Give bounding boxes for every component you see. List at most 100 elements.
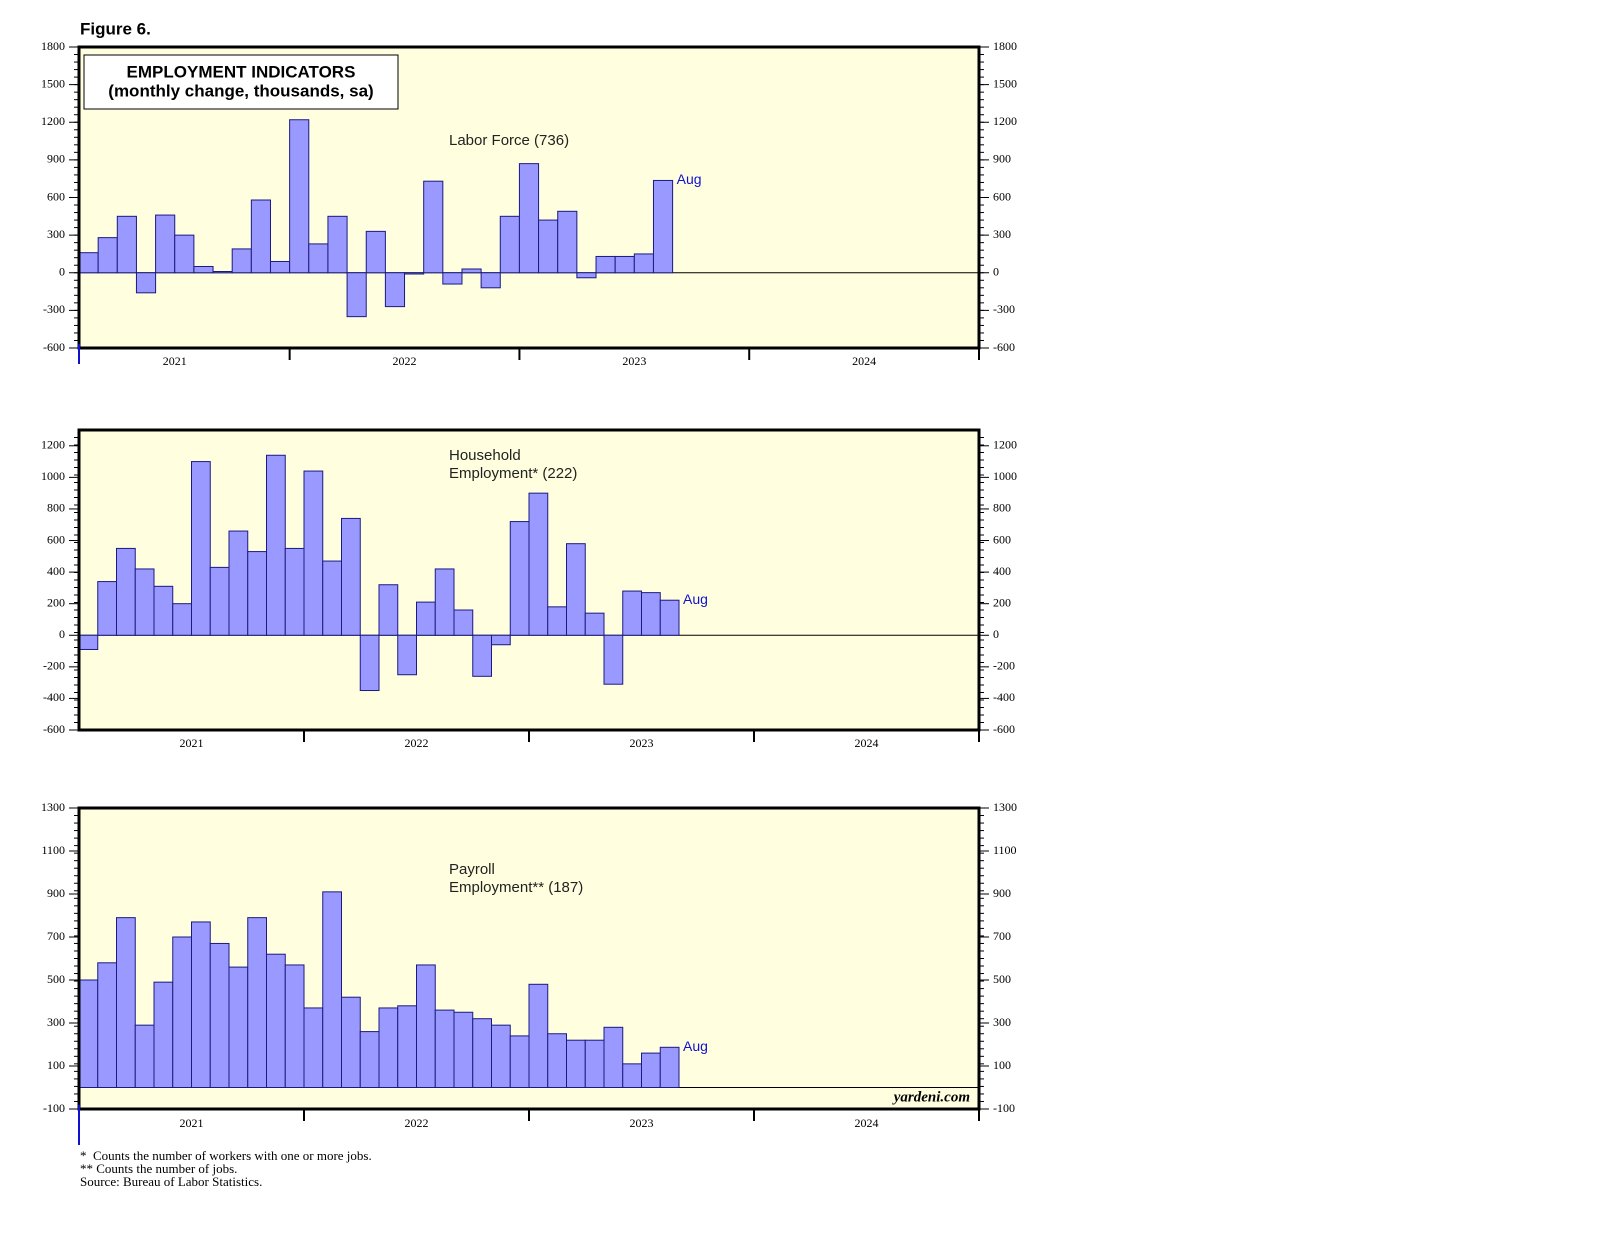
x-tick-label: 2021	[163, 354, 187, 368]
bar	[442, 272, 463, 285]
bar	[135, 272, 157, 294]
bar	[603, 1026, 624, 1089]
bar	[397, 1005, 417, 1088]
bar	[641, 1052, 661, 1088]
bar	[322, 560, 342, 636]
y-tick-label: 1200	[993, 114, 1017, 128]
bar	[172, 936, 192, 1088]
y-tick-label: 900	[47, 886, 65, 900]
y-tick-label: -600	[43, 722, 65, 736]
x-tick-label: 2022	[405, 1116, 429, 1130]
y-tick-label: 900	[47, 152, 65, 166]
bar	[378, 584, 399, 636]
bar	[509, 521, 530, 636]
plot-frame	[77, 806, 981, 1111]
y-tick-label: 600	[993, 189, 1011, 203]
bar	[480, 272, 501, 289]
footnote: Source: Bureau of Labor Statistics.	[80, 1174, 262, 1189]
bar	[472, 1018, 492, 1089]
y-tick-label: 100	[47, 1058, 65, 1072]
bar	[359, 1031, 380, 1088]
bar	[341, 996, 361, 1089]
bar	[595, 255, 616, 274]
bar	[266, 953, 286, 1089]
y-tick-label: -300	[43, 302, 65, 316]
bar	[434, 1009, 455, 1088]
y-tick-label: 900	[993, 152, 1011, 166]
bar	[78, 252, 99, 274]
bar	[250, 199, 271, 274]
y-tick-label: -100	[993, 1101, 1015, 1115]
bar	[566, 1039, 586, 1088]
y-tick-label: 600	[47, 189, 65, 203]
bar	[659, 1046, 680, 1089]
bar	[209, 942, 230, 1089]
y-tick-label: 0	[59, 627, 65, 641]
bar	[633, 253, 654, 274]
y-tick-label: 300	[993, 227, 1011, 241]
bar	[212, 270, 233, 274]
bar	[384, 272, 406, 308]
x-tick-label: 2023	[630, 1116, 654, 1130]
y-tick-label: 0	[993, 627, 999, 641]
bar	[557, 210, 578, 274]
x-tick-label: 2024	[852, 354, 876, 368]
bar	[228, 966, 249, 1088]
y-tick-label: -600	[993, 722, 1015, 736]
series-label: Employment** (187)	[449, 879, 583, 896]
y-tick-label: -600	[993, 340, 1015, 354]
bar	[641, 592, 661, 636]
bar	[303, 470, 324, 636]
series-label: Labor Force (736)	[449, 132, 569, 149]
bar	[547, 606, 567, 636]
y-tick-label: -400	[993, 690, 1015, 704]
bar	[416, 964, 436, 1089]
series-label: Household	[449, 447, 521, 464]
bar	[247, 551, 267, 636]
bar	[472, 634, 492, 677]
y-tick-label: 1200	[41, 114, 65, 128]
bar	[566, 543, 586, 636]
bar	[153, 981, 174, 1089]
chart-title: EMPLOYMENT INDICATORS	[127, 62, 356, 81]
bar	[231, 248, 252, 274]
bar	[191, 461, 211, 636]
bar	[153, 585, 174, 636]
bar	[97, 962, 117, 1088]
x-tick-label: 2024	[855, 1116, 879, 1130]
y-tick-label: -200	[993, 659, 1015, 673]
bar	[209, 566, 230, 636]
y-tick-label: 400	[47, 564, 65, 578]
y-tick-label: 1000	[41, 469, 65, 483]
bar	[78, 634, 99, 650]
y-tick-label: 400	[993, 564, 1011, 578]
bar	[518, 163, 540, 274]
y-tick-label: 1800	[41, 39, 65, 53]
bar	[491, 1024, 511, 1089]
bar	[453, 609, 474, 636]
bar	[365, 230, 386, 274]
plot-frame	[77, 428, 981, 732]
y-tick-label: 1100	[993, 843, 1017, 857]
y-tick-label: 200	[993, 595, 1011, 609]
y-tick-label: 300	[47, 1015, 65, 1029]
bar	[378, 1007, 399, 1089]
bar	[247, 917, 267, 1089]
bar	[97, 237, 118, 274]
bar	[576, 272, 597, 279]
bar	[284, 547, 305, 636]
bar	[193, 265, 214, 274]
bar	[509, 1035, 530, 1089]
y-tick-label: -300	[993, 302, 1015, 316]
bar	[659, 599, 680, 636]
x-tick-label: 2021	[180, 1116, 204, 1130]
x-tick-label: 2023	[622, 354, 646, 368]
y-tick-label: 100	[993, 1058, 1011, 1072]
y-tick-label: 1200	[41, 438, 65, 452]
y-tick-label: 800	[993, 501, 1011, 515]
y-tick-label: 1500	[993, 76, 1017, 90]
y-tick-label: 500	[993, 972, 1011, 986]
bar	[359, 634, 380, 692]
bar	[155, 214, 176, 274]
